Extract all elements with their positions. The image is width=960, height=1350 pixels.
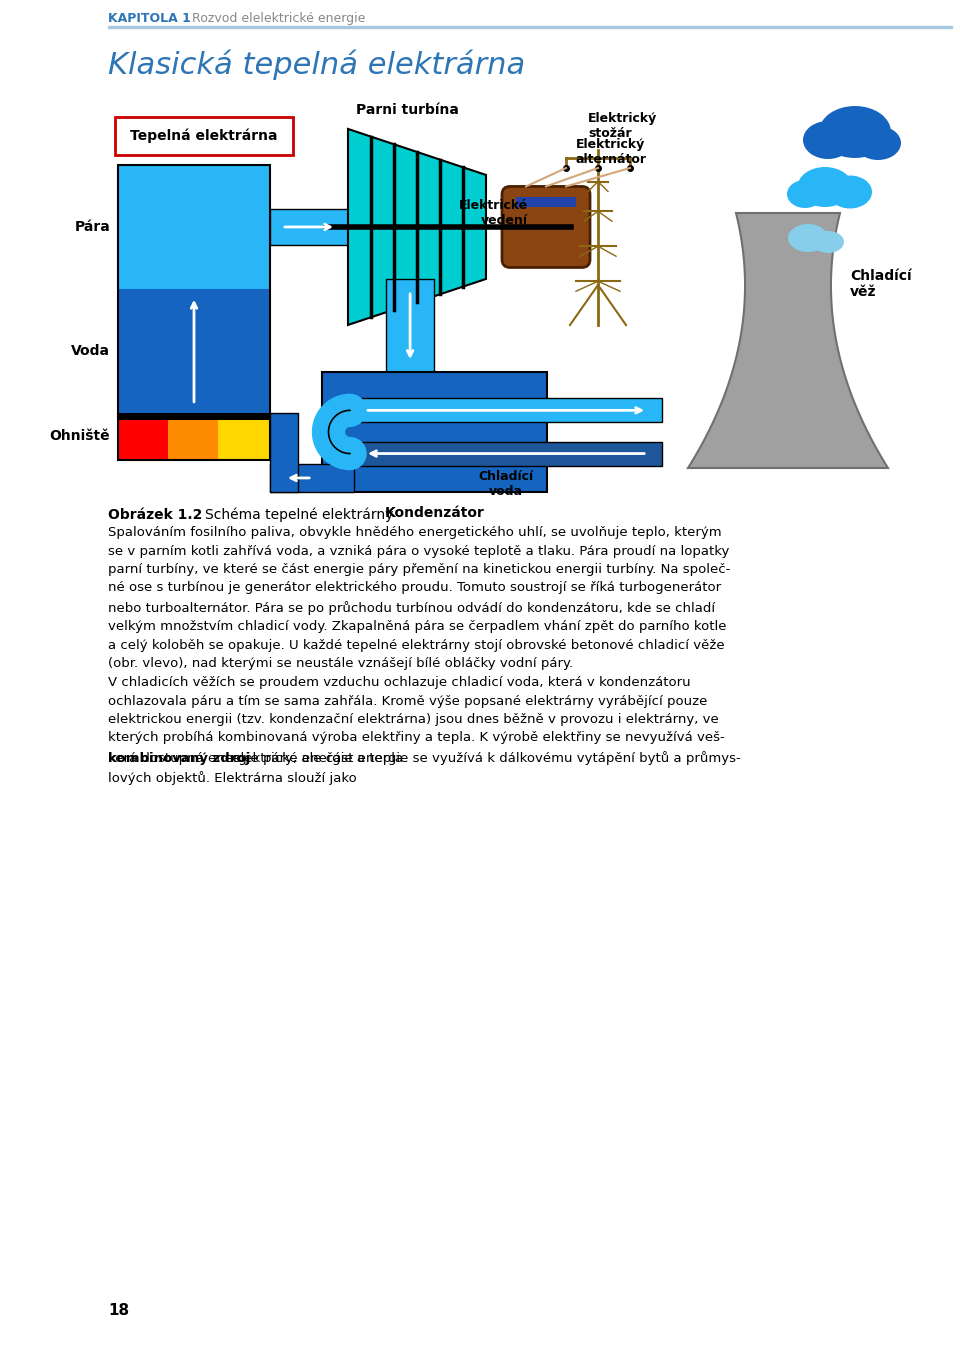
Text: Obrázek 1.2: Obrázek 1.2 [108,508,203,522]
Ellipse shape [828,176,872,208]
Text: Rozvod elelektrické energie: Rozvod elelektrické energie [192,12,366,26]
Text: Spalováním fosilního paliva, obvykle hnědého energetického uhlí, se uvolňuje tep: Spalováním fosilního paliva, obvykle hně… [108,526,731,670]
Text: Parni turbína: Parni turbína [355,103,459,117]
FancyBboxPatch shape [115,117,293,155]
Bar [516,197,576,208]
Bar [270,209,348,244]
Text: KAPITOLA 1: KAPITOLA 1 [108,12,191,26]
Text: kombinovaný zdroj: kombinovaný zdroj [108,752,251,765]
Text: V chladicích věžích se proudem vzduchu ochlazuje chladicí voda, která v kondenzá: V chladicích věžích se proudem vzduchu o… [108,676,741,784]
Polygon shape [348,130,486,325]
Ellipse shape [812,231,844,252]
Text: Kondenzátor: Kondenzátor [385,506,485,520]
Ellipse shape [787,180,823,208]
Text: Klasická tepelná elektrárna: Klasická tepelná elektrárna [108,50,525,81]
Text: Elektrické
vedení: Elektrické vedení [459,198,528,227]
Ellipse shape [855,126,901,161]
Text: Elektrický
stožár: Elektrický stožár [588,112,658,140]
Bar [118,413,270,460]
Bar [218,420,270,460]
Bar [350,441,662,466]
Bar [270,413,298,491]
Text: elektrické energie a tepla.: elektrické energie a tepla. [228,752,407,765]
Bar [323,373,547,491]
Text: Tepelná elektrárna: Tepelná elektrárna [131,128,277,143]
Text: Schéma tepelné elektrárny: Schéma tepelné elektrárny [205,508,394,522]
FancyBboxPatch shape [502,186,590,267]
Text: Elektrický
alternátor: Elektrický alternátor [576,139,647,166]
Ellipse shape [803,122,853,159]
Bar [118,165,270,460]
Bar [168,420,218,460]
Bar [118,420,168,460]
Bar [108,26,952,28]
Text: Voda: Voda [71,344,110,358]
Ellipse shape [788,224,828,252]
Text: Chladící
voda: Chladící voda [478,470,534,498]
Text: 18: 18 [108,1303,130,1318]
Text: Ohniště: Ohniště [49,429,110,443]
Bar [118,289,270,413]
Polygon shape [688,213,888,468]
Bar [386,279,434,374]
Ellipse shape [819,107,891,158]
Text: Pára: Pára [74,220,110,234]
Text: Chladící
věž: Chladící věž [850,269,912,300]
Bar [350,398,662,423]
Bar [118,165,270,289]
Bar [270,464,354,491]
Ellipse shape [798,167,852,207]
